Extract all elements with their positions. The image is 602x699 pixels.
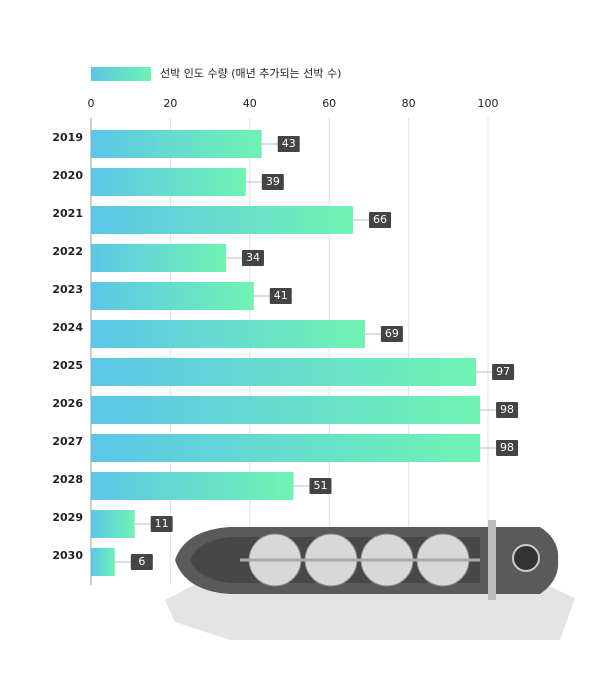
value-label-box [241, 250, 264, 266]
value-label: 34 [246, 251, 260, 264]
value-label-box [496, 440, 519, 456]
bar [91, 244, 226, 272]
y-tick-label: 2024 [52, 321, 83, 334]
y-tick-label: 2026 [52, 397, 83, 410]
value-label-box [492, 364, 515, 380]
y-tick-label: 2027 [52, 435, 83, 448]
y-tick-label: 2023 [52, 283, 83, 296]
value-label-box [309, 478, 332, 494]
value-label: 39 [266, 175, 280, 188]
value-label: 69 [385, 327, 399, 340]
bar-layer: 2019 43 2020 39 2021 66 2022 34 2023 41 2024 69 2025… [52, 130, 519, 576]
grid-layer: 0 20 40 60 80 100 [88, 97, 499, 585]
value-label-box [496, 402, 519, 418]
value-label-box [261, 174, 284, 190]
value-label-box [277, 136, 300, 152]
y-tick-label: 2029 [52, 511, 83, 524]
value-label: 51 [313, 479, 327, 492]
value-label-box [369, 212, 392, 228]
bar [91, 358, 477, 386]
value-label: 41 [274, 289, 288, 302]
value-label: 97 [496, 365, 510, 378]
y-tick-label: 2019 [52, 131, 83, 144]
value-label: 98 [500, 403, 514, 416]
value-label: 11 [155, 517, 169, 530]
bar [91, 472, 294, 500]
bar [91, 168, 246, 196]
value-label: 43 [282, 137, 296, 150]
legend-swatch [91, 67, 151, 81]
ship-shadow [165, 582, 575, 640]
ship-illustration [165, 520, 575, 640]
y-tick-label: 2022 [52, 245, 83, 258]
helipad [512, 544, 540, 572]
value-label-box [130, 554, 153, 570]
value-label-box [380, 326, 403, 342]
x-tick-label: 0 [88, 97, 95, 110]
bar [91, 434, 481, 462]
bridge [488, 520, 496, 600]
value-label: 98 [500, 441, 514, 454]
x-tick-label: 80 [402, 97, 416, 110]
x-tick-label: 40 [243, 97, 257, 110]
bar [91, 320, 365, 348]
value-label: 6 [138, 555, 145, 568]
x-tick-label: 100 [478, 97, 499, 110]
bar [91, 510, 135, 538]
value-label-box [150, 516, 173, 532]
y-tick-label: 2028 [52, 473, 83, 486]
value-label: 66 [373, 213, 387, 226]
y-tick-label: 2021 [52, 207, 83, 220]
y-tick-label: 2020 [52, 169, 83, 182]
bar [91, 396, 481, 424]
y-tick-label: 2030 [52, 549, 83, 562]
y-tick-label: 2025 [52, 359, 83, 372]
bar [91, 130, 262, 158]
x-tick-label: 60 [322, 97, 336, 110]
bar [91, 548, 115, 576]
legend-label: 선박 인도 수량 (매년 추가되는 선박 수) [160, 67, 341, 80]
bar [91, 206, 354, 234]
x-tick-label: 20 [163, 97, 177, 110]
bar [91, 282, 254, 310]
value-label-box [269, 288, 292, 304]
